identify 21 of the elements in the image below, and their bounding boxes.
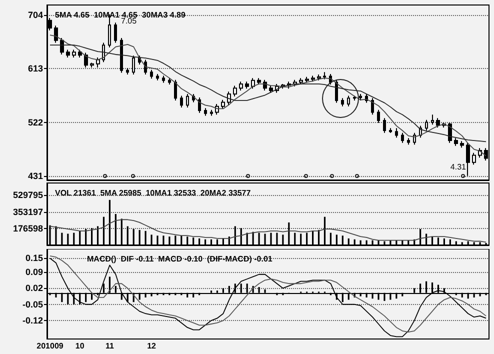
annotation: 7.05 <box>121 16 138 26</box>
y-tick-label: 0.09 <box>25 267 43 278</box>
y-tick-label: 613 <box>28 64 43 74</box>
annotation: 4.31 <box>450 162 467 172</box>
x-tick-label: 201009 <box>36 342 64 350</box>
y-tick-label: 0.02 <box>25 283 43 294</box>
y-tick-label: -0.05 <box>22 299 43 310</box>
x-tick-label: 10 <box>75 342 85 350</box>
y-tick-label: 522 <box>28 117 43 128</box>
y-tick-label: 353197 <box>12 206 43 217</box>
y-tick-label: -0.12 <box>22 316 43 326</box>
y-tick-label: 529795 <box>12 190 43 200</box>
x-tick-label: 11 <box>105 342 114 350</box>
annotation: MACD() DIF -0.11 MACD -0.10 (DIF-MACD) -0.01 <box>87 254 273 264</box>
annotation: 5MA 4.65 10MA1 4.65 30MA3 4.89 <box>55 10 186 20</box>
annotation: VOL 21361 5MA 25985 10MA1 32533 20MA2 33577 <box>55 188 252 198</box>
x-tick-label: 12 <box>147 342 157 350</box>
y-tick-label: 0.15 <box>25 253 43 264</box>
y-tick-label: 176598 <box>12 223 43 234</box>
y-tick-label: 704 <box>28 10 43 20</box>
y-tick-label: 431 <box>28 170 43 181</box>
